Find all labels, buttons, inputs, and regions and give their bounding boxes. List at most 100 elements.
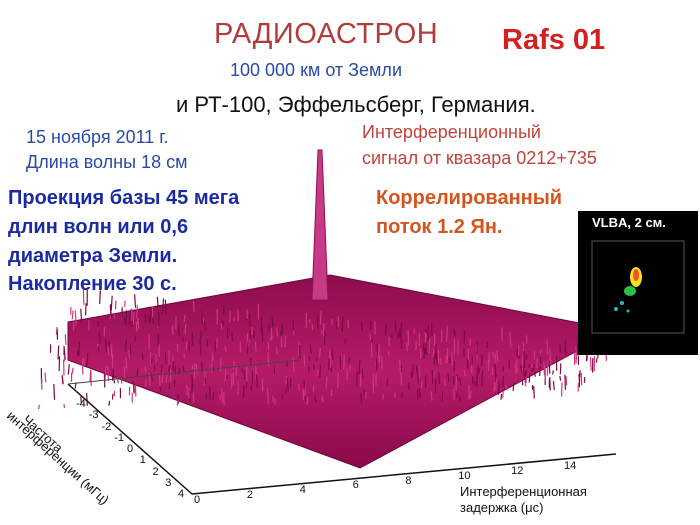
noise-spike (219, 357, 222, 373)
noise-spike (320, 329, 323, 335)
noise-spike (466, 358, 469, 369)
noise-spike (361, 368, 364, 379)
noise-spike (369, 333, 372, 341)
noise-spike (347, 319, 350, 329)
noise-spike (502, 375, 505, 387)
freq-tick-label: 0 (127, 443, 134, 455)
noise-spike (313, 364, 315, 370)
wavelength-text: Длина волны 18 см (26, 152, 188, 172)
noise-spike (433, 354, 436, 365)
noise-spike (390, 332, 393, 338)
noise-spike (57, 345, 60, 360)
noise-spike (451, 351, 454, 366)
noise-spike (285, 375, 288, 384)
noise-spike (476, 365, 479, 380)
noise-spike (456, 392, 458, 398)
noise-spike (331, 348, 334, 360)
noise-spike (494, 378, 498, 391)
noise-spike (481, 370, 484, 386)
signal-caption-line1: Интерференционный (362, 122, 541, 142)
noise-spike (150, 373, 153, 382)
noise-spike (486, 341, 489, 349)
noise-spike (443, 379, 446, 386)
observation-date: 15 ноября 2011 г. (26, 127, 169, 147)
noise-spike (202, 317, 205, 323)
noise-spike (136, 304, 138, 319)
noise-spike (192, 391, 195, 403)
freq-tick-label: -2 (101, 420, 112, 433)
noise-spike (164, 352, 167, 365)
noise-spike (203, 319, 206, 331)
delay-tick-label: 14 (564, 460, 577, 472)
noise-spike (314, 395, 317, 403)
noise-spike (425, 351, 428, 356)
noise-spike (253, 330, 255, 339)
noise-spike (297, 341, 300, 356)
noise-spike (512, 382, 515, 392)
noise-spike (279, 330, 283, 337)
noise-spike (184, 324, 187, 334)
noise-spike (481, 353, 483, 367)
noise-spike (552, 370, 554, 375)
noise-spike (165, 374, 168, 383)
fringe-peak (311, 149, 329, 301)
noise-spike (428, 339, 431, 353)
noise-spike (137, 318, 140, 329)
noise-spike (71, 310, 74, 320)
noise-spike (86, 353, 89, 368)
noise-spike (407, 329, 410, 346)
rafs-badge: Rafs 01 (502, 24, 606, 56)
noise-spike (524, 377, 528, 387)
noise-spike (245, 365, 248, 382)
noise-spike (494, 353, 497, 364)
noise-spike (156, 296, 159, 309)
delay-tick-label: 2 (246, 489, 253, 502)
noise-spike (441, 391, 444, 402)
noise-spike (160, 364, 163, 373)
noise-spike (261, 326, 264, 342)
noise-spike (463, 330, 466, 344)
noise-spike (211, 352, 214, 361)
correlated-flux-line2: поток 1.2 Ян. (376, 216, 503, 238)
noise-spike (141, 352, 144, 360)
noise-spike (417, 367, 420, 383)
station-subtitle: и РТ-100, Эффельсберг, Германия. (176, 92, 536, 117)
noise-spike (376, 343, 379, 356)
noise-spike (589, 356, 592, 371)
vlba-jet-blob (624, 286, 636, 296)
noise-spike (218, 395, 222, 401)
noise-spike (76, 350, 79, 357)
noise-spike (128, 309, 131, 325)
freq-tick-label: 1 (139, 454, 146, 467)
noise-spike (524, 370, 527, 383)
noise-spike (224, 346, 227, 352)
noise-spike (533, 386, 535, 399)
noise-spike (116, 376, 119, 384)
noise-spike (98, 332, 101, 344)
noise-spike (318, 347, 321, 358)
noise-spike (123, 317, 126, 326)
noise-spike (255, 374, 259, 388)
noise-spike (80, 396, 82, 404)
projection-line3: диаметра Земли. (8, 245, 178, 267)
noise-spike (271, 316, 274, 327)
noise-spike (455, 376, 458, 391)
noise-spike (539, 356, 542, 364)
noise-spike (226, 375, 228, 380)
noise-spike (394, 320, 397, 333)
noise-spike (186, 384, 188, 396)
noise-spike (286, 377, 289, 391)
noise-spike (232, 360, 235, 370)
noise-spike (82, 289, 85, 305)
noise-spike (97, 346, 100, 353)
noise-spike (316, 369, 319, 376)
noise-spike (132, 381, 135, 394)
noise-spike (427, 325, 430, 341)
noise-spike (74, 310, 77, 326)
noise-spike (177, 394, 180, 404)
noise-spike (575, 346, 578, 360)
noise-spike (425, 342, 427, 352)
noise-spike (292, 357, 295, 373)
noise-spike (298, 383, 301, 391)
